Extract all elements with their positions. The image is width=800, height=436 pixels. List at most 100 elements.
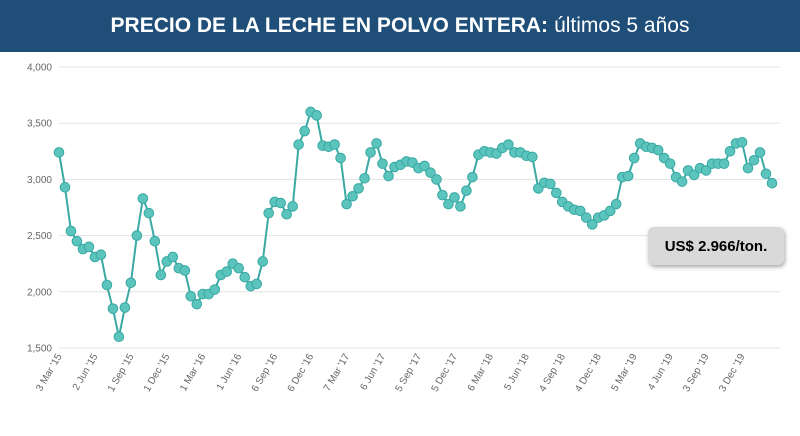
data-point [263,207,275,219]
data-point [551,187,562,199]
x-tick-label: 4 Sep '18 [537,352,568,394]
callout-pointer-line [737,186,770,230]
data-point [586,219,598,230]
data-point [353,183,364,194]
data-point [83,241,95,253]
chart-title-regular: últimos 5 años [554,14,690,37]
y-tick-label: 3,000 [27,175,52,186]
x-tick-label: 6 Sep '16 [250,352,281,394]
x-tick-label: 4 Dec '18 [573,352,604,394]
data-point [371,138,382,149]
data-point [437,189,448,201]
data-point [101,279,113,291]
x-tick-label: 3 Dec '19 [717,352,748,394]
data-point [299,125,310,137]
data-point [137,193,149,204]
data-point [311,110,322,121]
x-tick-label: 6 Dec '16 [286,352,317,394]
data-point [467,171,478,183]
data-point [688,169,700,181]
data-point [53,147,65,158]
data-point [233,262,245,274]
latest-price-callout: US$ 2.966/ton. [648,227,784,265]
data-point [461,185,472,196]
chart-title-bar: PRECIO DE LA LECHE EN POLVO ENTERA: últi… [0,0,800,52]
x-tick-label: 3 Mar '15 [34,352,64,394]
data-point [155,269,167,281]
data-point [149,235,161,247]
x-tick-label: 1 Jun '16 [215,352,245,393]
data-point [449,192,460,203]
data-point [700,165,712,176]
data-point [293,139,304,150]
data-point [724,146,736,157]
data-point [383,170,394,182]
data-point [347,190,358,202]
data-point [455,201,466,212]
data-point [377,158,388,169]
x-tick-label: 5 Dec '17 [430,352,461,394]
data-point [179,265,191,276]
data-point [736,137,748,148]
x-tick-label: 3 Sep '19 [681,352,712,394]
y-tick-label: 2,500 [27,231,52,242]
data-point [287,201,298,212]
data-point [754,147,766,158]
x-tick-label: 4 Jun '19 [646,352,676,393]
data-point [545,178,556,190]
data-point [419,160,430,172]
series-line [58,111,773,338]
x-tick-label: 6 Mar '18 [466,352,496,394]
x-axis-tick-labels: 3 Mar '15 2 Jun '15 1 Sep '15 1 Dec '15 1 Ma… [34,352,747,394]
data-point [167,251,179,263]
data-point [191,298,203,310]
data-point [610,198,622,210]
data-point [718,158,730,169]
data-point [652,144,664,156]
data-point [604,205,616,217]
x-tick-label: 5 Sep '17 [394,352,425,394]
data-point [119,302,131,313]
x-tick-label: 2 Jun '15 [71,352,101,393]
x-tick-label: 7 Mar '17 [322,352,352,394]
y-axis-tick-labels: 1,500 2,000 2,500 3,000 3,500 4,000 [27,63,52,355]
data-point [760,168,772,180]
data-point [341,198,352,210]
data-point [251,278,263,290]
data-point [221,266,233,277]
data-point [628,152,640,164]
y-tick-label: 4,000 [27,63,52,74]
x-tick-label: 5 Mar '19 [610,352,640,394]
data-point [365,147,376,158]
x-tick-label: 6 Jun '17 [358,352,388,393]
data-point [431,174,442,185]
x-tick-label: 5 Jun '18 [502,352,532,393]
data-point [275,197,286,209]
data-point [425,167,436,178]
data-point [95,249,107,261]
y-tick-label: 3,500 [27,119,52,130]
data-point [748,154,760,166]
data-point [143,207,155,219]
data-point [574,205,586,217]
data-point [281,208,292,220]
data-point [209,284,221,295]
data-point [527,151,538,163]
data-point [664,158,676,169]
y-tick-label: 1,500 [27,344,52,355]
series-line-layer [58,111,773,338]
data-point [329,139,340,150]
x-tick-label: 1 Dec '15 [142,352,173,394]
data-point [113,331,125,343]
data-point [742,162,754,174]
data-point [622,170,634,182]
grid-lines [59,66,780,349]
data-point [580,212,592,223]
data-point [185,290,197,302]
data-point [335,152,346,164]
chart-title-bold: PRECIO DE LA LECHE EN POLVO ENTERA: [110,14,549,37]
data-point [71,235,83,247]
data-point [676,176,688,187]
data-point [125,277,137,289]
